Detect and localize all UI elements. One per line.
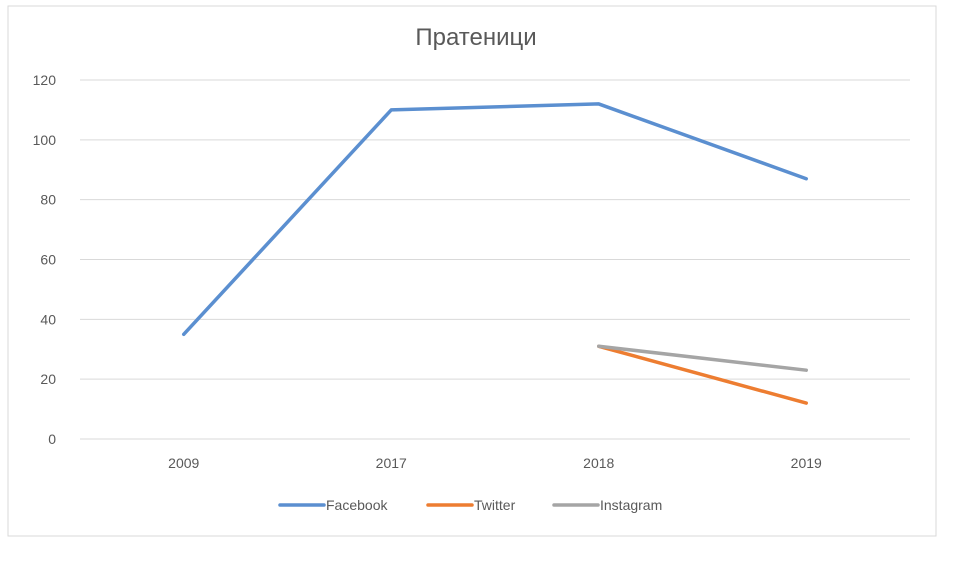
gridlines xyxy=(80,79,910,440)
legend-label: Instagram xyxy=(600,497,662,513)
legend-item-instagram: Instagram xyxy=(552,497,662,513)
x-axis-ticks: 2009 2017 2018 2019 xyxy=(168,455,822,471)
series-line-twitter xyxy=(597,344,808,405)
x-tick-label: 2018 xyxy=(583,455,614,471)
legend-label: Facebook xyxy=(326,497,388,513)
series-line-facebook xyxy=(182,102,808,337)
y-tick-label: 120 xyxy=(33,72,57,88)
legend-item-twitter: Twitter xyxy=(426,497,516,513)
series-line-instagram xyxy=(597,344,808,372)
chart-border xyxy=(7,5,937,537)
y-tick-label: 100 xyxy=(33,132,57,148)
series-lines xyxy=(182,102,808,405)
y-tick-label: 60 xyxy=(40,252,56,268)
legend-item-facebook: Facebook xyxy=(278,497,388,513)
x-tick-label: 2019 xyxy=(791,455,822,471)
legend: Facebook Twitter Instagram xyxy=(278,497,662,513)
y-tick-label: 80 xyxy=(40,192,56,208)
y-axis-ticks: 0 20 40 60 80 100 120 xyxy=(33,72,57,447)
y-tick-label: 0 xyxy=(48,431,56,447)
x-tick-label: 2017 xyxy=(376,455,407,471)
legend-label: Twitter xyxy=(474,497,516,513)
y-tick-label: 40 xyxy=(40,311,56,327)
x-tick-label: 2009 xyxy=(168,455,199,471)
chart-title: Пратеници xyxy=(415,24,536,51)
y-tick-label: 20 xyxy=(40,371,56,387)
